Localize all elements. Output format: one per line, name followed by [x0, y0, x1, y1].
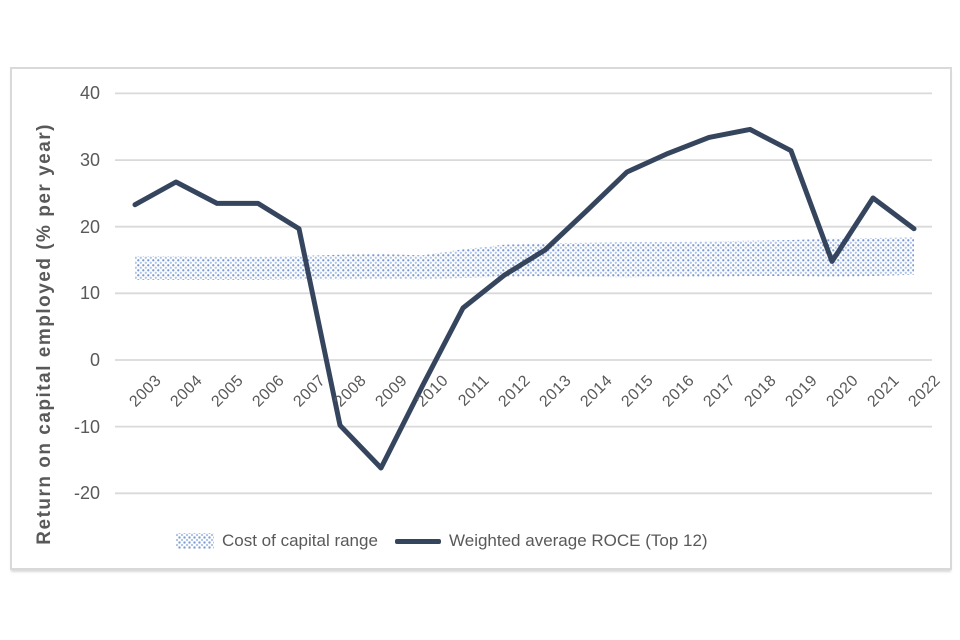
legend-item-roce: Weighted average ROCE (Top 12): [395, 529, 708, 553]
x-axis-year-label: 2020: [823, 372, 863, 411]
x-axis-year-label: 2013: [536, 372, 576, 411]
x-axis-year-label: 2011: [455, 372, 494, 410]
x-axis-year-label: 2003: [126, 372, 166, 411]
axis-labels-layer: 40 30 20 10 0 -10 -20 2003 2004 2005 2006 2007 2008 2…: [12, 69, 950, 568]
x-axis-year-label: 2008: [331, 372, 371, 411]
x-axis-year-label: 2017: [700, 372, 740, 411]
x-axis-year-label: 2007: [290, 372, 330, 411]
cost-of-capital-band: [135, 237, 914, 280]
plot-svg: [115, 92, 932, 495]
gridlines: [115, 92, 932, 495]
y-axis-tick-label: -10: [73, 416, 100, 437]
legend-label-cost-of-capital: Cost of capital range: [222, 531, 378, 550]
x-axis-year-label: 2004: [167, 372, 207, 411]
chart-frame: Return on capital employed (% per year) …: [10, 67, 952, 570]
x-axis-year-label: 2014: [577, 372, 617, 411]
legend: Cost of capital range Weighted average R…: [12, 529, 950, 553]
x-axis-year-label: 2010: [413, 372, 453, 411]
legend-item-cost-of-capital: Cost of capital range: [176, 529, 378, 553]
x-axis-year-label: 2022: [905, 372, 945, 411]
x-axis-year-label: 2009: [372, 372, 412, 411]
x-axis-year-label: 2019: [782, 372, 822, 411]
x-axis-year-label: 2016: [659, 372, 699, 411]
dotted-band-swatch-icon: [176, 533, 214, 549]
x-axis-year-label: 2015: [618, 372, 658, 411]
y-axis-tick-label: 30: [79, 150, 100, 171]
line-swatch-icon: [395, 538, 441, 544]
y-axis-tick-label: 0: [89, 350, 100, 370]
x-axis-year-label: 2021: [864, 372, 904, 411]
y-axis-tick-label: 40: [79, 83, 100, 104]
y-axis-tick-label: 20: [79, 216, 100, 237]
x-axis-year-label: 2018: [741, 372, 781, 411]
roce-line: [132, 126, 917, 471]
y-axis-tick-label: 10: [79, 283, 100, 304]
x-axis-year-label: 2005: [208, 372, 248, 411]
y-axis-tick-label: -20: [73, 483, 100, 504]
legend-label-roce: Weighted average ROCE (Top 12): [449, 531, 708, 550]
x-axis-year-label: 2012: [495, 372, 535, 411]
x-axis-year-label: 2006: [249, 372, 289, 411]
